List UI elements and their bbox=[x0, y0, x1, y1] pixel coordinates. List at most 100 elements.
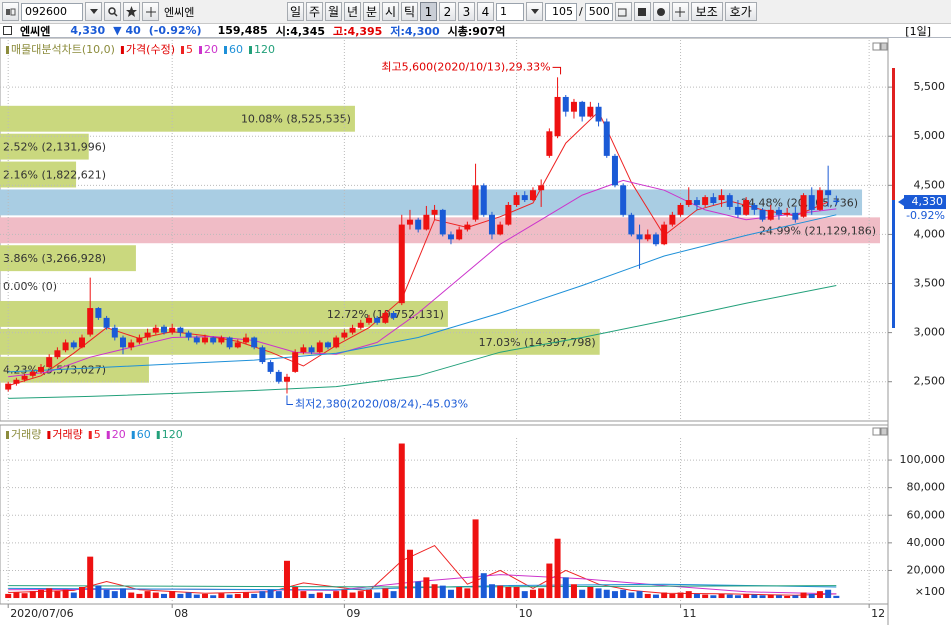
volume-bar bbox=[767, 594, 774, 599]
candle-body bbox=[144, 332, 151, 338]
quote-button[interactable]: 호가 bbox=[724, 2, 757, 21]
button-label: 보조 bbox=[695, 5, 718, 19]
volume-bar bbox=[431, 584, 438, 599]
volume-bar bbox=[529, 589, 536, 599]
button-label: 호가 bbox=[729, 5, 752, 19]
candle-body bbox=[136, 337, 143, 343]
code-input[interactable]: 092600 bbox=[21, 2, 83, 21]
interval-input[interactable]: 1 bbox=[496, 2, 524, 21]
period-button[interactable]: 주 bbox=[306, 2, 323, 21]
period-button[interactable]: 분 bbox=[363, 2, 380, 21]
candle-body bbox=[570, 101, 577, 112]
volume-bar bbox=[488, 584, 495, 599]
legend-swatch bbox=[181, 46, 184, 54]
volume-bar bbox=[152, 592, 159, 599]
volume-bar bbox=[275, 591, 282, 599]
interval: 1 bbox=[500, 5, 507, 18]
candle-body bbox=[710, 197, 717, 203]
candle-body bbox=[693, 200, 700, 205]
candle-body bbox=[300, 347, 307, 353]
panel-button[interactable] bbox=[872, 42, 881, 51]
slot-button[interactable]: 2 bbox=[439, 2, 456, 21]
panel-button[interactable] bbox=[872, 427, 881, 436]
icon-button[interactable] bbox=[633, 2, 651, 21]
candle-body bbox=[529, 190, 536, 201]
name-field[interactable]: 엔씨엔 bbox=[161, 3, 285, 21]
candle-body bbox=[743, 200, 750, 215]
y-tick-label: 3,500 bbox=[914, 277, 946, 290]
candle-body bbox=[652, 234, 659, 245]
volume-bar bbox=[37, 589, 44, 599]
period-button[interactable]: 일 bbox=[287, 2, 304, 21]
legend-swatch bbox=[131, 431, 135, 439]
volume-bar bbox=[480, 573, 487, 599]
annotation: 최고5,600(2020/10/13),29.33% bbox=[381, 60, 550, 73]
annotation-arrow bbox=[552, 66, 562, 75]
legend-swatch bbox=[6, 46, 9, 54]
interval-dropdown[interactable] bbox=[526, 2, 543, 21]
volume-bar bbox=[726, 594, 733, 599]
candle-body bbox=[365, 317, 372, 323]
period-button[interactable]: 시 bbox=[382, 2, 399, 21]
indicator-label: 거래량 bbox=[52, 428, 82, 441]
candle-body bbox=[472, 185, 479, 220]
panel-button[interactable] bbox=[880, 42, 888, 51]
y-tick-label: 5,000 bbox=[914, 129, 946, 142]
legend-swatch bbox=[224, 46, 227, 54]
volume-bar bbox=[743, 593, 750, 599]
volume-bar bbox=[833, 595, 840, 599]
period-button[interactable]: 틱 bbox=[401, 2, 418, 21]
icon-button[interactable] bbox=[671, 2, 689, 21]
candle-body bbox=[784, 212, 791, 215]
search-button[interactable] bbox=[104, 2, 121, 21]
menu-icon[interactable] bbox=[2, 2, 19, 21]
slot-button[interactable]: 4 bbox=[477, 2, 494, 21]
period-button[interactable]: 년 bbox=[344, 2, 361, 21]
volume-bar bbox=[144, 591, 151, 599]
legend-label: 20 bbox=[112, 428, 126, 441]
favorite-button[interactable] bbox=[123, 2, 140, 21]
candle-body bbox=[726, 195, 733, 207]
candle-body bbox=[718, 195, 725, 201]
aux-button[interactable]: 보조 bbox=[690, 2, 723, 21]
count-input[interactable]: 105 bbox=[545, 2, 577, 21]
add-button[interactable] bbox=[142, 2, 159, 21]
total-input[interactable]: 500 bbox=[584, 2, 613, 21]
volume-bar bbox=[111, 591, 118, 599]
x-tick-label: 09 bbox=[346, 607, 360, 620]
y-tick-label: 3,000 bbox=[914, 326, 946, 339]
candle-body bbox=[792, 212, 799, 220]
volume-bar bbox=[423, 577, 430, 599]
y-tick-label: 2,500 bbox=[914, 375, 946, 388]
volume-bar bbox=[13, 592, 20, 599]
x-tick-label: 08 bbox=[174, 607, 188, 620]
volume-bar bbox=[538, 588, 545, 599]
current-change: -0.92% bbox=[906, 209, 945, 222]
marks bbox=[5, 77, 840, 599]
candle-body bbox=[497, 224, 504, 235]
candle-body bbox=[169, 327, 176, 333]
volume-bar bbox=[628, 592, 635, 599]
checkbox[interactable] bbox=[3, 26, 12, 35]
volume-bar bbox=[201, 593, 208, 599]
legend-swatch bbox=[47, 431, 51, 439]
slot-button[interactable]: 3 bbox=[458, 2, 475, 21]
icon-button[interactable] bbox=[614, 2, 632, 21]
volume-bar bbox=[685, 591, 692, 599]
legend-label: 60 bbox=[137, 428, 151, 441]
candle-body bbox=[152, 327, 159, 333]
current-price-pointer bbox=[898, 198, 904, 207]
y-tick-label: 60,000 bbox=[907, 508, 946, 521]
candle-body bbox=[275, 371, 282, 382]
candle-body bbox=[759, 209, 766, 220]
candle-body bbox=[661, 224, 668, 245]
candle-body bbox=[226, 337, 233, 348]
panel-button[interactable] bbox=[880, 427, 888, 436]
slot-button[interactable]: 1 bbox=[420, 2, 437, 21]
icon-button[interactable] bbox=[652, 2, 670, 21]
code-dropdown[interactable] bbox=[85, 2, 102, 21]
volume-bar bbox=[283, 560, 290, 599]
candle-body bbox=[538, 185, 545, 191]
period-button[interactable]: 월 bbox=[325, 2, 342, 21]
volume-bar bbox=[718, 593, 725, 599]
